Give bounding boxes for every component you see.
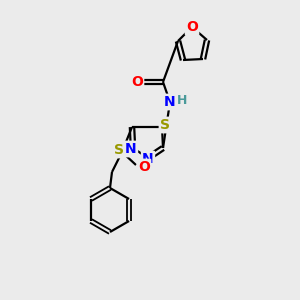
Text: S: S xyxy=(160,118,170,132)
Text: S: S xyxy=(114,143,124,157)
Text: O: O xyxy=(138,160,150,174)
Text: N: N xyxy=(142,152,154,166)
Text: H: H xyxy=(177,94,187,107)
Text: N: N xyxy=(164,95,176,109)
Text: O: O xyxy=(186,20,198,34)
Text: N: N xyxy=(125,142,137,156)
Text: O: O xyxy=(131,75,143,89)
